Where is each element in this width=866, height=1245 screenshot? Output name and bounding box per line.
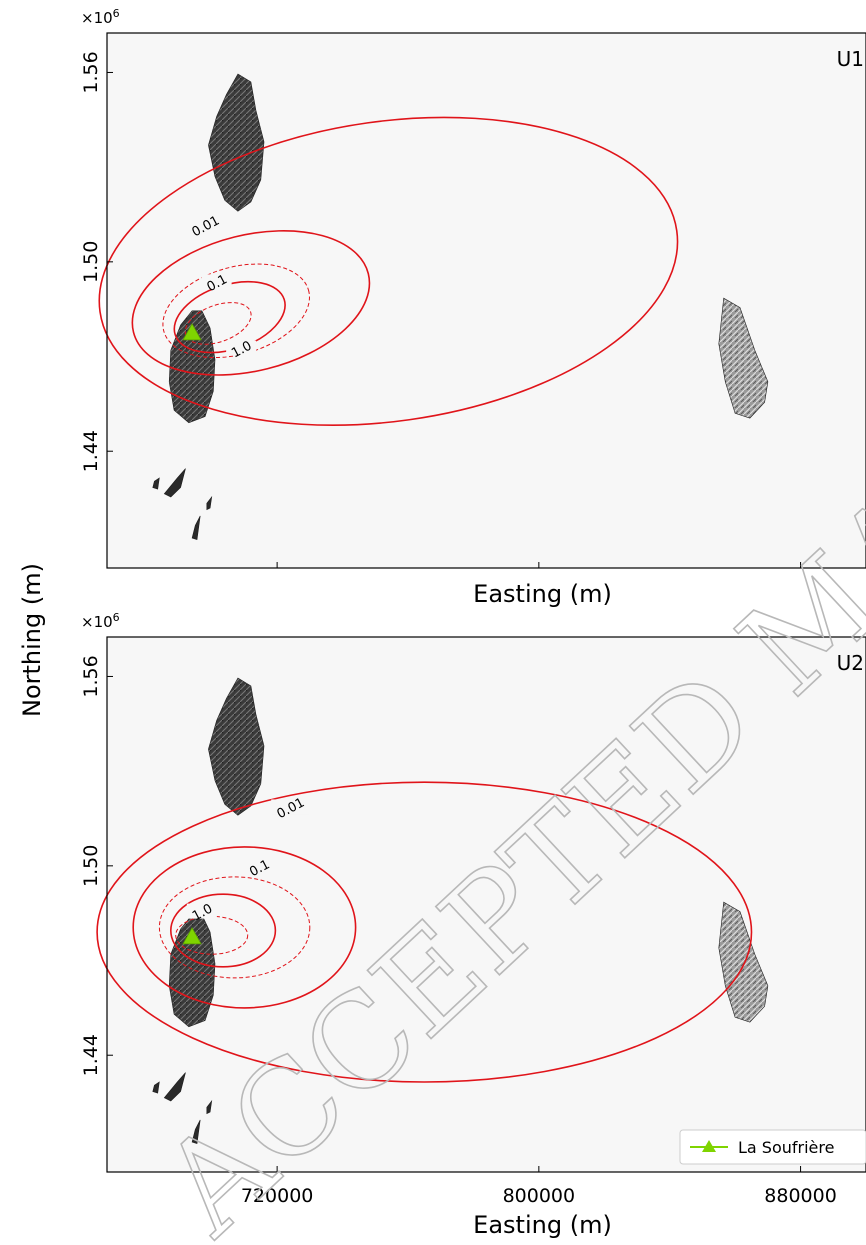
islet-relief bbox=[191, 515, 201, 540]
legend: La Soufrière bbox=[679, 1129, 866, 1165]
islet-relief bbox=[152, 477, 160, 490]
islet-relief bbox=[206, 1099, 213, 1115]
islet-relief bbox=[191, 1119, 201, 1144]
y-tick-label: 1.56 bbox=[80, 51, 102, 93]
x-axis-label: Easting (m) bbox=[473, 580, 612, 608]
y-tick-label: 1.44 bbox=[80, 1034, 102, 1076]
contour-label-bg bbox=[226, 340, 257, 356]
islet-relief bbox=[152, 1081, 160, 1094]
x-tick-label: 800000 bbox=[503, 1185, 576, 1207]
y-scale-exponent: 6 bbox=[113, 611, 120, 624]
legend-marker bbox=[702, 1140, 716, 1152]
y-scale-exponent: 6 bbox=[113, 7, 120, 20]
y-axis-label: Northing (m) bbox=[18, 563, 46, 717]
island-relief-vent bbox=[168, 914, 216, 1028]
y-scale-factor: ×106 bbox=[81, 611, 120, 631]
x-tick-label: 880000 bbox=[764, 1185, 837, 1207]
x-tick-label: 720000 bbox=[241, 1185, 314, 1207]
contour-0.1 bbox=[132, 846, 357, 1009]
legend-label: La Soufrière bbox=[738, 1138, 834, 1157]
contour-label-bg bbox=[186, 903, 217, 919]
x-axis-label: Easting (m) bbox=[473, 1211, 612, 1239]
contour-0.01 bbox=[96, 781, 753, 1083]
panel-label: U2 bbox=[837, 651, 864, 675]
islet-relief bbox=[206, 495, 213, 511]
plot-frame bbox=[106, 636, 866, 1173]
island-relief-north bbox=[208, 677, 265, 816]
islet-relief bbox=[163, 1072, 186, 1102]
contour-1.0 bbox=[170, 893, 277, 968]
contour-0.1 bbox=[131, 230, 371, 376]
y-scale-factor: ×106 bbox=[81, 7, 120, 27]
contour-intermediate bbox=[158, 876, 311, 979]
contour-label-bg bbox=[244, 859, 275, 875]
contour-label-bg bbox=[201, 274, 232, 290]
y-tick-label: 1.44 bbox=[80, 430, 102, 472]
island-relief-north bbox=[208, 73, 265, 212]
contour-0.01 bbox=[98, 116, 679, 426]
y-tick-label: 1.50 bbox=[80, 241, 102, 283]
contour-label-bg bbox=[186, 217, 225, 233]
vent-marker bbox=[182, 323, 202, 341]
plot-frame bbox=[106, 32, 866, 569]
y-tick-label: 1.50 bbox=[80, 845, 102, 887]
contour-label-bg bbox=[271, 799, 310, 815]
island-relief-east bbox=[718, 901, 769, 1023]
island-relief-vent bbox=[168, 310, 216, 424]
panel-label: U1 bbox=[837, 47, 864, 71]
island-relief-east bbox=[718, 297, 769, 419]
islet-relief bbox=[163, 468, 186, 498]
y-tick-label: 1.56 bbox=[80, 655, 102, 697]
legend-box bbox=[679, 1129, 866, 1165]
vent-marker bbox=[182, 927, 202, 945]
contour-intermediate bbox=[184, 302, 252, 345]
